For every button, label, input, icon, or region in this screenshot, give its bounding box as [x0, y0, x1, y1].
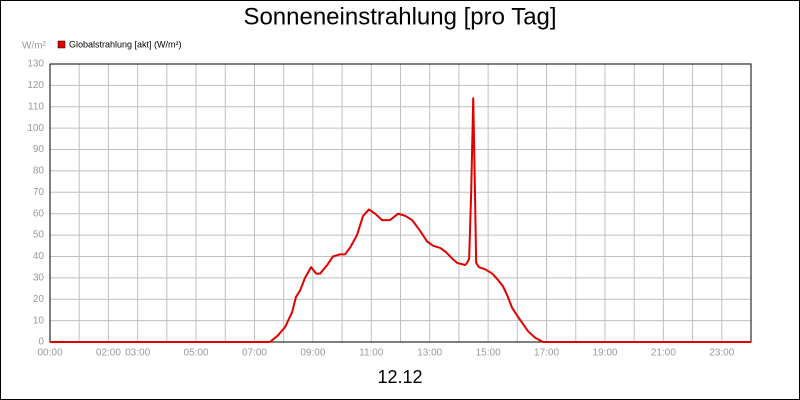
x-tick-label: 05:00	[184, 348, 209, 359]
y-tick-label: 80	[33, 166, 45, 177]
legend-swatch	[57, 40, 66, 49]
y-tick-label: 10	[33, 315, 45, 326]
y-tick-label: 110	[28, 101, 44, 112]
y-tick-label: 120	[27, 80, 44, 91]
y-tick-label: 90	[33, 144, 45, 155]
y-tick-label: 130	[27, 59, 44, 70]
data-line	[50, 97, 751, 343]
y-tick-label: 30	[33, 272, 45, 283]
y-tick-label: 40	[33, 251, 45, 262]
x-tick-label: 03:00	[125, 348, 150, 359]
y-tick-label: 70	[33, 187, 45, 198]
x-tick-label: 23:00	[709, 348, 734, 359]
x-tick-label: 00:00	[37, 348, 62, 359]
x-tick-label: 19:00	[592, 348, 617, 359]
x-tick-label: 17:00	[534, 348, 559, 359]
x-tick-label: 09:00	[300, 348, 325, 359]
y-tick-label: 50	[33, 230, 45, 241]
x-tick-label: 07:00	[242, 348, 267, 359]
x-tick-label: 21:00	[651, 348, 676, 359]
x-tick-label: 13:00	[417, 348, 442, 359]
y-unit: W/m²	[22, 41, 47, 52]
plot-border	[49, 63, 752, 343]
x-tick-label: 11:00	[359, 348, 384, 359]
y-tick-label: 100	[27, 123, 44, 134]
y-tick-label: 60	[33, 208, 45, 219]
x-axis-label: 12.12	[377, 367, 422, 387]
legend-label: Globalstrahlung [akt] (W/m²)	[69, 39, 182, 49]
chart-title: Sonneneinstrahlung [pro Tag]	[243, 3, 556, 30]
x-tick-label: 02:00	[96, 348, 121, 359]
y-tick-label: 20	[33, 294, 45, 305]
x-tick-label: 15:00	[476, 348, 501, 359]
y-tick-label: 0	[38, 337, 44, 348]
